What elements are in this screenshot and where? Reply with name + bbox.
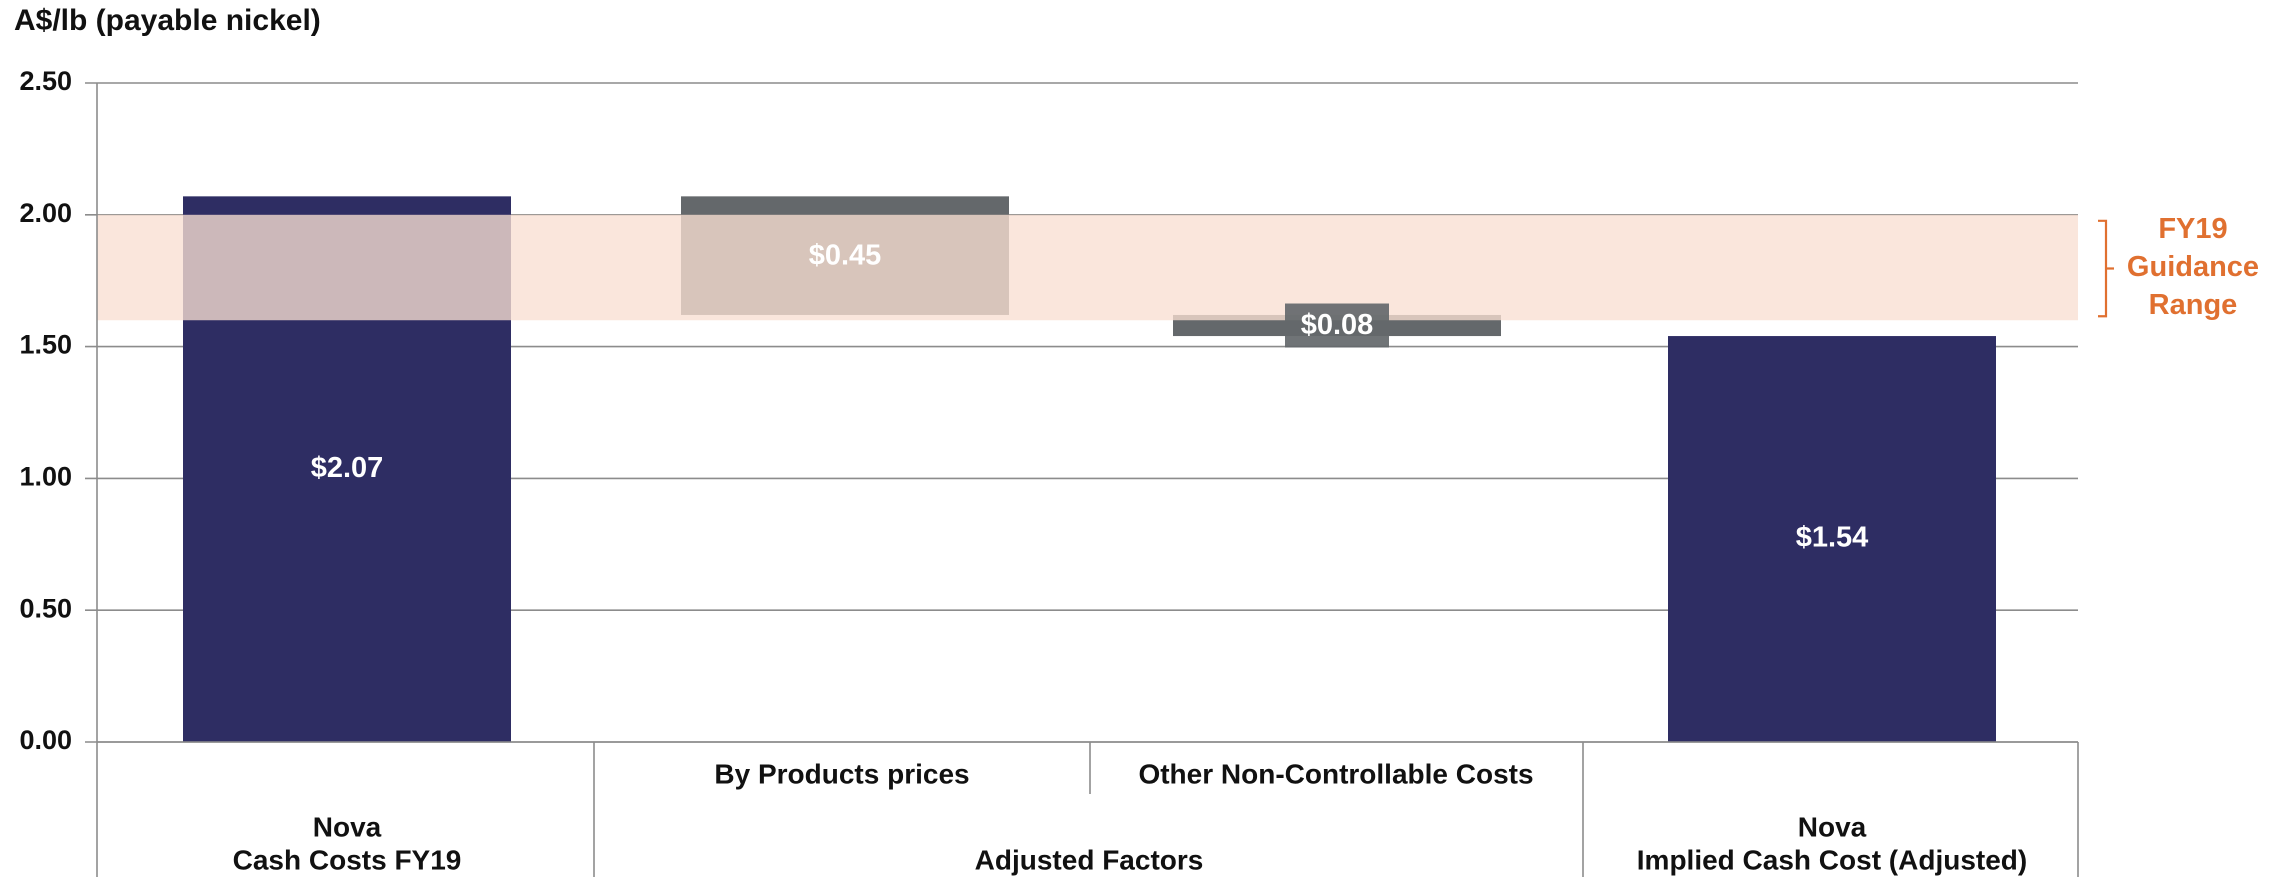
- guidance-label-line: Guidance: [2127, 251, 2259, 283]
- subcategory-label: Other Non-Controllable Costs: [1138, 758, 1533, 789]
- y-tick-label: 1.00: [19, 462, 72, 492]
- y-tick-label: 0.50: [19, 593, 72, 623]
- category-label: Nova: [1798, 811, 1867, 842]
- data-label-1: $2.07: [311, 452, 384, 484]
- data-labels-layer: $2.07 $0.45 $0.08 $1.54 FY19 Guidance Range: [311, 213, 2259, 554]
- subcategory-label: By Products prices: [714, 758, 969, 789]
- y-tick-label: 0.00: [19, 725, 72, 755]
- data-label-badge: [1285, 303, 1389, 348]
- y-tick-label: 2.50: [19, 66, 72, 96]
- guidance-bracket: [2098, 219, 2114, 318]
- data-label-4: $1.54: [1796, 522, 1869, 554]
- y-tick-label: 1.50: [19, 330, 72, 360]
- data-label-2: $0.45: [809, 239, 882, 271]
- y-axis-title: A$/lb (payable nickel): [14, 4, 321, 37]
- y-tick-label: 2.00: [19, 198, 72, 228]
- category-label: Implied Cash Cost (Adjusted): [1637, 844, 2027, 875]
- guidance-label-line: Range: [2149, 289, 2238, 321]
- data-label-3: $0.08: [1301, 309, 1374, 341]
- axis-layer: 0.00 0.50 1.00 1.50 2.00 2.50: [19, 66, 98, 755]
- category-label: Cash Costs FY19: [233, 844, 462, 875]
- guidance-band: [97, 214, 2078, 321]
- category-label: Nova: [313, 811, 382, 842]
- guidance-band-layer: [97, 214, 2078, 321]
- category-label: Adjusted Factors: [975, 844, 1204, 875]
- guidance-label-line: FY19: [2158, 213, 2227, 245]
- bar-4: [1668, 336, 1996, 742]
